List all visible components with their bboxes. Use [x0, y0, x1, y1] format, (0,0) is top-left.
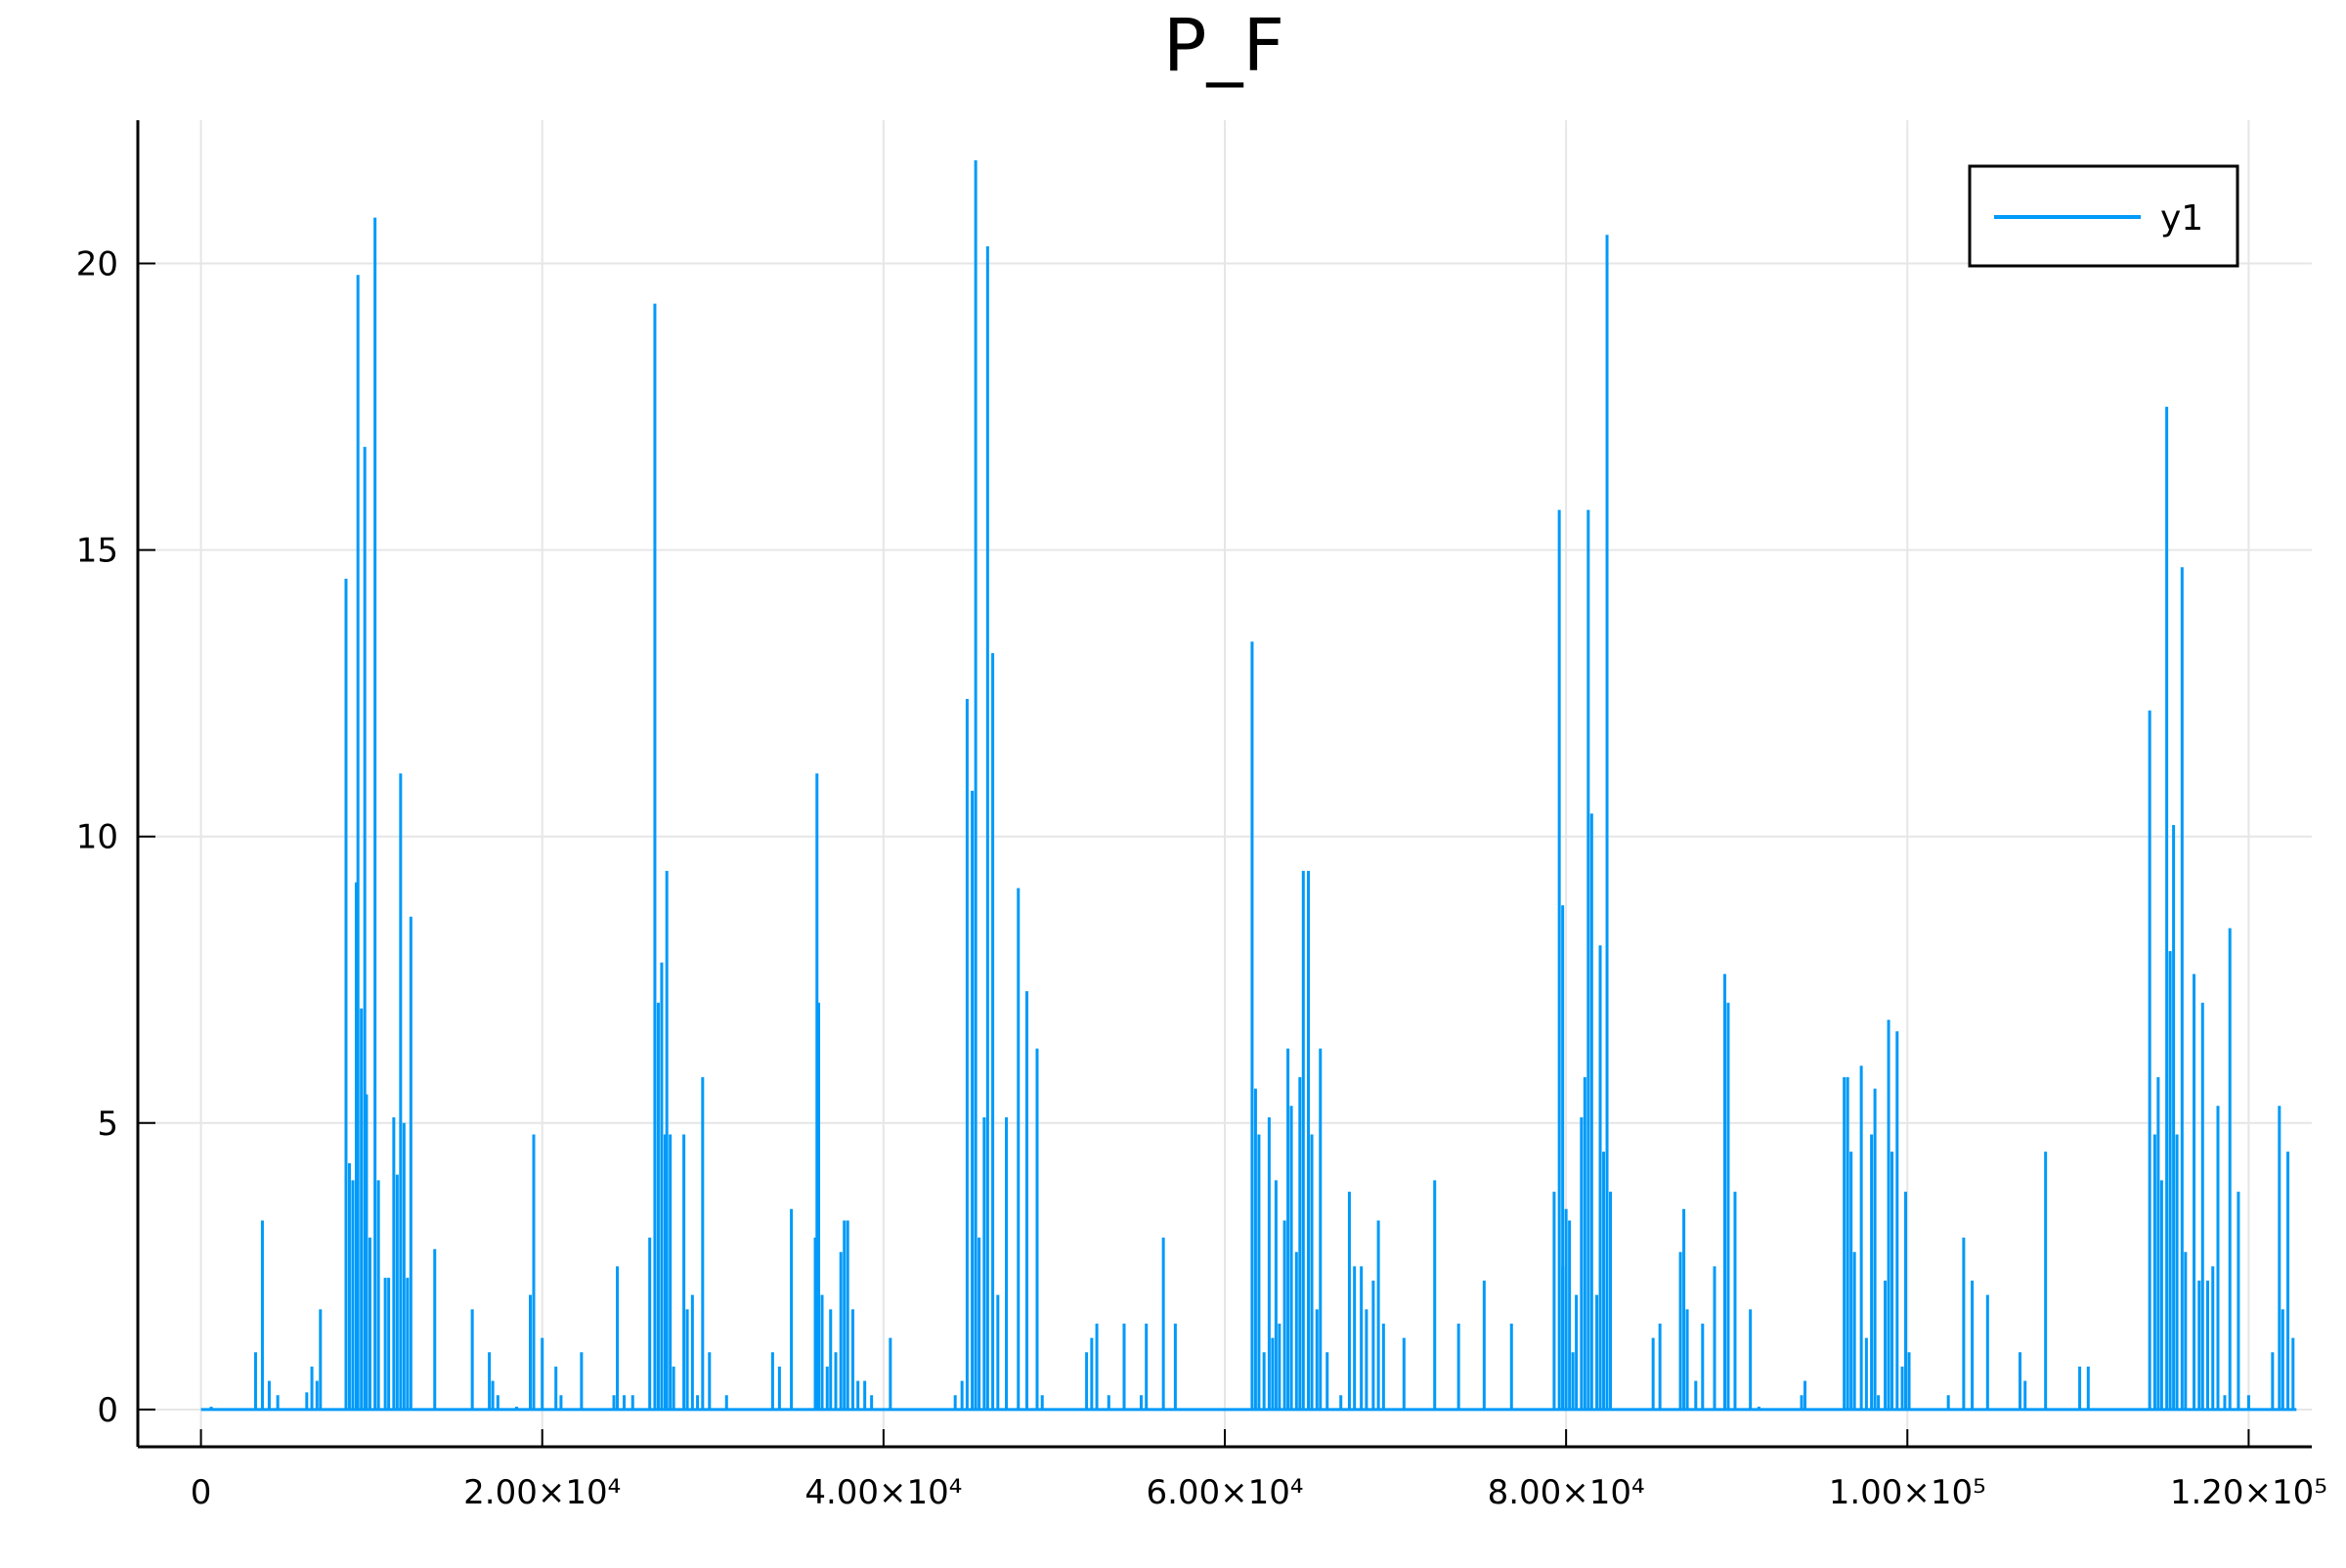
tick-layer: 0 5 10 15 20 0 2.00×10⁴ 4.00×10⁴ 6.00×10⁴ 8.00×10…: [76, 245, 2327, 1512]
legend-label-y1: y1: [2160, 198, 2203, 239]
x-tick-label: 2.00×10⁴: [463, 1473, 621, 1512]
x-tick-label: 8.00×10⁴: [1488, 1473, 1645, 1512]
y-tick-label: 15: [76, 532, 118, 571]
x-tick-label: 1.00×10⁵: [1829, 1473, 1986, 1512]
x-tick-label: 0: [191, 1473, 212, 1512]
y-tick-label: 5: [97, 1105, 118, 1144]
y-tick-label: 0: [97, 1391, 118, 1430]
series-layer: [200, 160, 2297, 1412]
y-tick-label: 20: [76, 245, 118, 284]
x-tick-label: 4.00×10⁴: [804, 1473, 962, 1512]
x-tick-label: 1.20×10⁵: [2170, 1473, 2327, 1512]
y-tick-label: 10: [76, 818, 118, 857]
x-tick-label: 6.00×10⁴: [1146, 1473, 1303, 1512]
legend[interactable]: y1: [1968, 164, 2239, 268]
chart-title: P_F: [1163, 4, 1284, 88]
